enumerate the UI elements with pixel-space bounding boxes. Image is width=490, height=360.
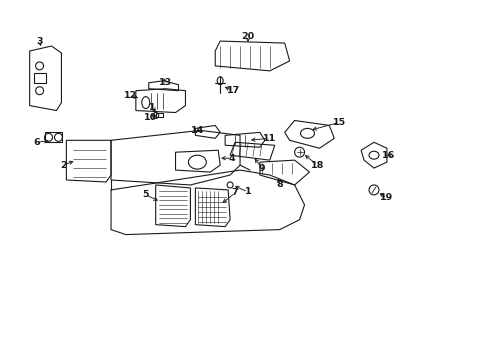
Text: 9: 9 [259,163,265,172]
Text: 6: 6 [33,138,40,147]
Text: 11: 11 [263,134,276,143]
Text: 1: 1 [245,188,251,197]
Text: 3: 3 [36,37,43,46]
Text: 5: 5 [143,190,149,199]
Text: 16: 16 [382,151,395,160]
Text: 17: 17 [226,86,240,95]
Text: 2: 2 [60,161,67,170]
Text: 14: 14 [191,126,204,135]
Text: 7: 7 [232,188,239,197]
Text: 20: 20 [242,32,254,41]
Text: 15: 15 [333,118,346,127]
Text: 4: 4 [229,154,235,163]
Text: 12: 12 [124,91,138,100]
Text: 1: 1 [149,103,156,112]
Text: 8: 8 [276,180,283,189]
Text: 13: 13 [159,78,172,87]
Text: 10: 10 [144,113,157,122]
Bar [34,73,46,83]
Text: 19: 19 [380,193,393,202]
Text: 18: 18 [311,161,324,170]
Bar [45,132,62,142]
